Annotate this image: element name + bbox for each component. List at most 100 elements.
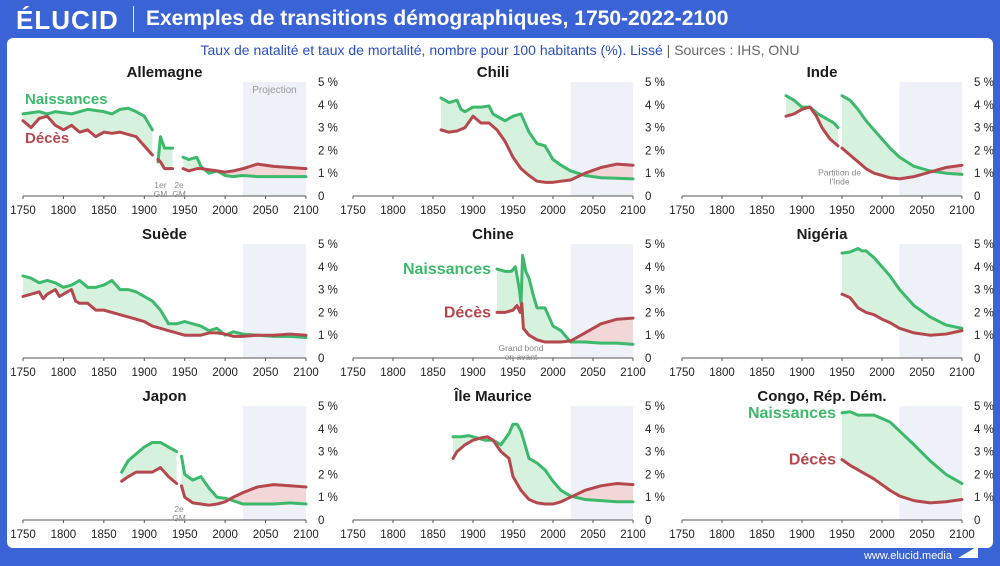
gap-fill-area (573, 483, 633, 502)
series-line-naissances (840, 410, 964, 486)
series-line-deces (120, 466, 179, 486)
x-tick-label: 2050 (909, 205, 935, 217)
x-tick-label: 1850 (749, 367, 775, 379)
x-tick-label: 2000 (869, 367, 895, 379)
x-tick-label: 2000 (540, 529, 566, 541)
chart-title: Chili (477, 64, 510, 81)
y-tick-label: 5 % (318, 239, 338, 251)
elucid-mark-icon (958, 546, 978, 558)
chart-title: Japon (142, 388, 186, 405)
chart-nigeria: 1750 1800 1850 1900 1950 2000 2050 2100 0 1 % 2 % 3… (669, 226, 994, 379)
footer-url[interactable]: www.elucid.media (863, 550, 952, 562)
x-tick-label: 2050 (580, 367, 606, 379)
x-tick-label: 1950 (500, 367, 526, 379)
series-line-naissances (21, 106, 154, 132)
series-line-deces (179, 483, 308, 507)
x-tick-label: 1900 (460, 529, 486, 541)
gap-fill-area (786, 95, 838, 146)
x-tick-label: 1900 (460, 205, 486, 217)
chart-inde: 1750 1800 1850 1900 1950 2000 2050 2100 0 1 % 2 % 3… (669, 64, 994, 217)
x-tick-label: 1900 (460, 367, 486, 379)
y-tick-label: 5 % (645, 401, 665, 413)
x-tick-label: 2100 (620, 529, 646, 541)
projection-band (242, 82, 306, 196)
x-tick-label: 1800 (51, 205, 77, 217)
annotation-label: 1er GM (154, 180, 168, 199)
subtitle: Taux de natalité et taux de mortalité, n… (0, 42, 1000, 58)
y-tick-label: 4 % (318, 424, 338, 436)
x-tick-label: 1900 (131, 367, 157, 379)
y-tick-label: 2 % (645, 469, 665, 481)
y-tick-label: 0 (645, 353, 651, 365)
x-tick-label: 1900 (789, 529, 815, 541)
x-tick-label: 1950 (172, 529, 198, 541)
x-tick-label: 1800 (380, 367, 406, 379)
gap-fill-area (569, 318, 633, 345)
header-separator (133, 6, 134, 32)
y-tick-label: 5 % (645, 239, 665, 251)
x-tick-label: 1750 (669, 529, 695, 541)
y-tick-label: 2 % (974, 307, 994, 319)
x-tick-label: 2000 (540, 205, 566, 217)
series-line-deces (840, 458, 964, 505)
y-tick-label: 1 % (318, 330, 338, 342)
y-tick-label: 1 % (974, 492, 994, 504)
series-line-deces (840, 292, 964, 337)
y-tick-label: 0 (645, 515, 651, 527)
x-tick-label: 1800 (709, 205, 735, 217)
series-line-deces (784, 105, 840, 148)
x-tick-label: 1800 (380, 205, 406, 217)
x-tick-label: 1900 (789, 367, 815, 379)
series-line-naissances (179, 454, 308, 506)
subtitle-separator: | (666, 42, 671, 58)
series-line-naissances (439, 96, 635, 181)
projection-label: Projection (252, 85, 296, 96)
y-tick-label: 4 % (645, 424, 665, 436)
x-tick-label: 1750 (10, 205, 36, 217)
y-tick-label: 4 % (645, 262, 665, 274)
y-tick-label: 5 % (318, 77, 338, 89)
series-line-naissances (120, 440, 179, 474)
series-line-naissances (156, 135, 175, 164)
x-tick-label: 2000 (212, 529, 238, 541)
y-tick-label: 1 % (645, 330, 665, 342)
chart-title: Nigéria (797, 226, 849, 243)
x-tick-label: 1900 (131, 205, 157, 217)
x-tick-label: 2100 (949, 529, 975, 541)
y-tick-label: 0 (974, 353, 980, 365)
x-tick-label: 1850 (420, 205, 446, 217)
gap-fill-area (842, 95, 934, 179)
y-tick-label: 4 % (318, 262, 338, 274)
elucid-logo[interactable]: ÉLUCID (16, 5, 119, 35)
x-tick-label: 1850 (749, 529, 775, 541)
sources-text: Sources : IHS, ONU (674, 42, 800, 58)
y-tick-label: 5 % (645, 77, 665, 89)
y-tick-label: 0 (974, 515, 980, 527)
x-tick-label: 2100 (293, 367, 319, 379)
series-line-deces (840, 146, 964, 181)
x-tick-label: 2100 (620, 367, 646, 379)
x-tick-label: 2100 (620, 205, 646, 217)
x-tick-label: 1850 (91, 205, 117, 217)
chart-ile-maurice: 1750 1800 1850 1900 1950 2000 2050 2100 0 1 % 2 % 3… (340, 387, 665, 541)
y-tick-label: 3 % (974, 285, 994, 297)
x-tick-label: 1850 (91, 367, 117, 379)
y-tick-label: 1 % (974, 330, 994, 342)
x-tick-label: 2050 (909, 367, 935, 379)
x-tick-label: 1750 (669, 205, 695, 217)
y-tick-label: 0 (318, 515, 324, 527)
series-line-naissances (181, 155, 308, 179)
x-tick-label: 1800 (51, 529, 77, 541)
x-tick-label: 1850 (749, 205, 775, 217)
series-line-deces (21, 114, 154, 157)
x-tick-label: 1750 (669, 367, 695, 379)
x-tick-label: 2050 (909, 529, 935, 541)
series-line-deces (495, 301, 635, 344)
x-tick-label: 2100 (949, 205, 975, 217)
gap-fill-area (582, 164, 633, 179)
x-tick-label: 1900 (789, 205, 815, 217)
series-label-deces: Décès (25, 130, 69, 147)
y-tick-label: 5 % (974, 77, 994, 89)
x-tick-label: 1950 (500, 205, 526, 217)
